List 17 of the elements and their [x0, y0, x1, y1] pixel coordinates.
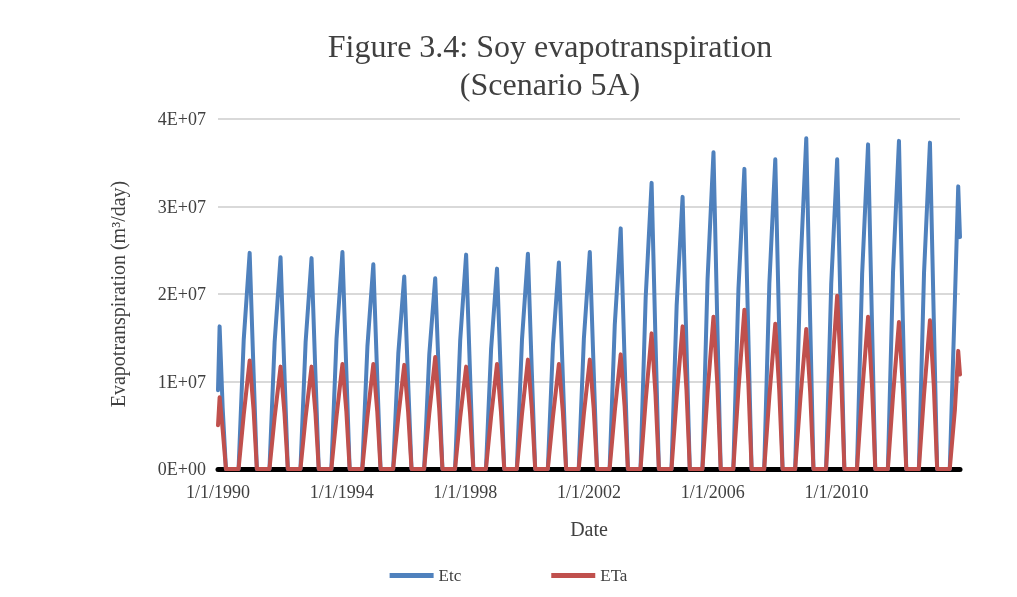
y-tick-label: 0E+00 [157, 459, 206, 479]
y-tick-label: 3E+07 [157, 196, 206, 217]
y-tick-label: 2E+07 [157, 284, 206, 304]
y-tick-label: 4E+07 [157, 109, 206, 129]
x-tick-label: 1/1/1990 [185, 482, 251, 502]
x-tick-label: 1/1/2002 [557, 482, 622, 502]
legend-label: Etc [438, 566, 462, 585]
legend-label: ETa [600, 566, 628, 585]
x-tick-label: 1/1/2010 [804, 482, 869, 502]
x-axis-title: Date [570, 518, 608, 540]
x-tick-label: 1/1/2006 [680, 482, 745, 502]
chart-title: Figure 3.4: Soy evapotranspiration (Scenario 5A) [327, 28, 773, 102]
y-tick-label: 1E+07 [157, 371, 206, 392]
x-tick-label: 1/1/1998 [433, 482, 498, 502]
x-tick-label: 1/1/1994 [309, 482, 374, 502]
y-axis-title: Evapotranspiration (m³/day) [107, 180, 130, 408]
line-series [216, 293, 962, 471]
